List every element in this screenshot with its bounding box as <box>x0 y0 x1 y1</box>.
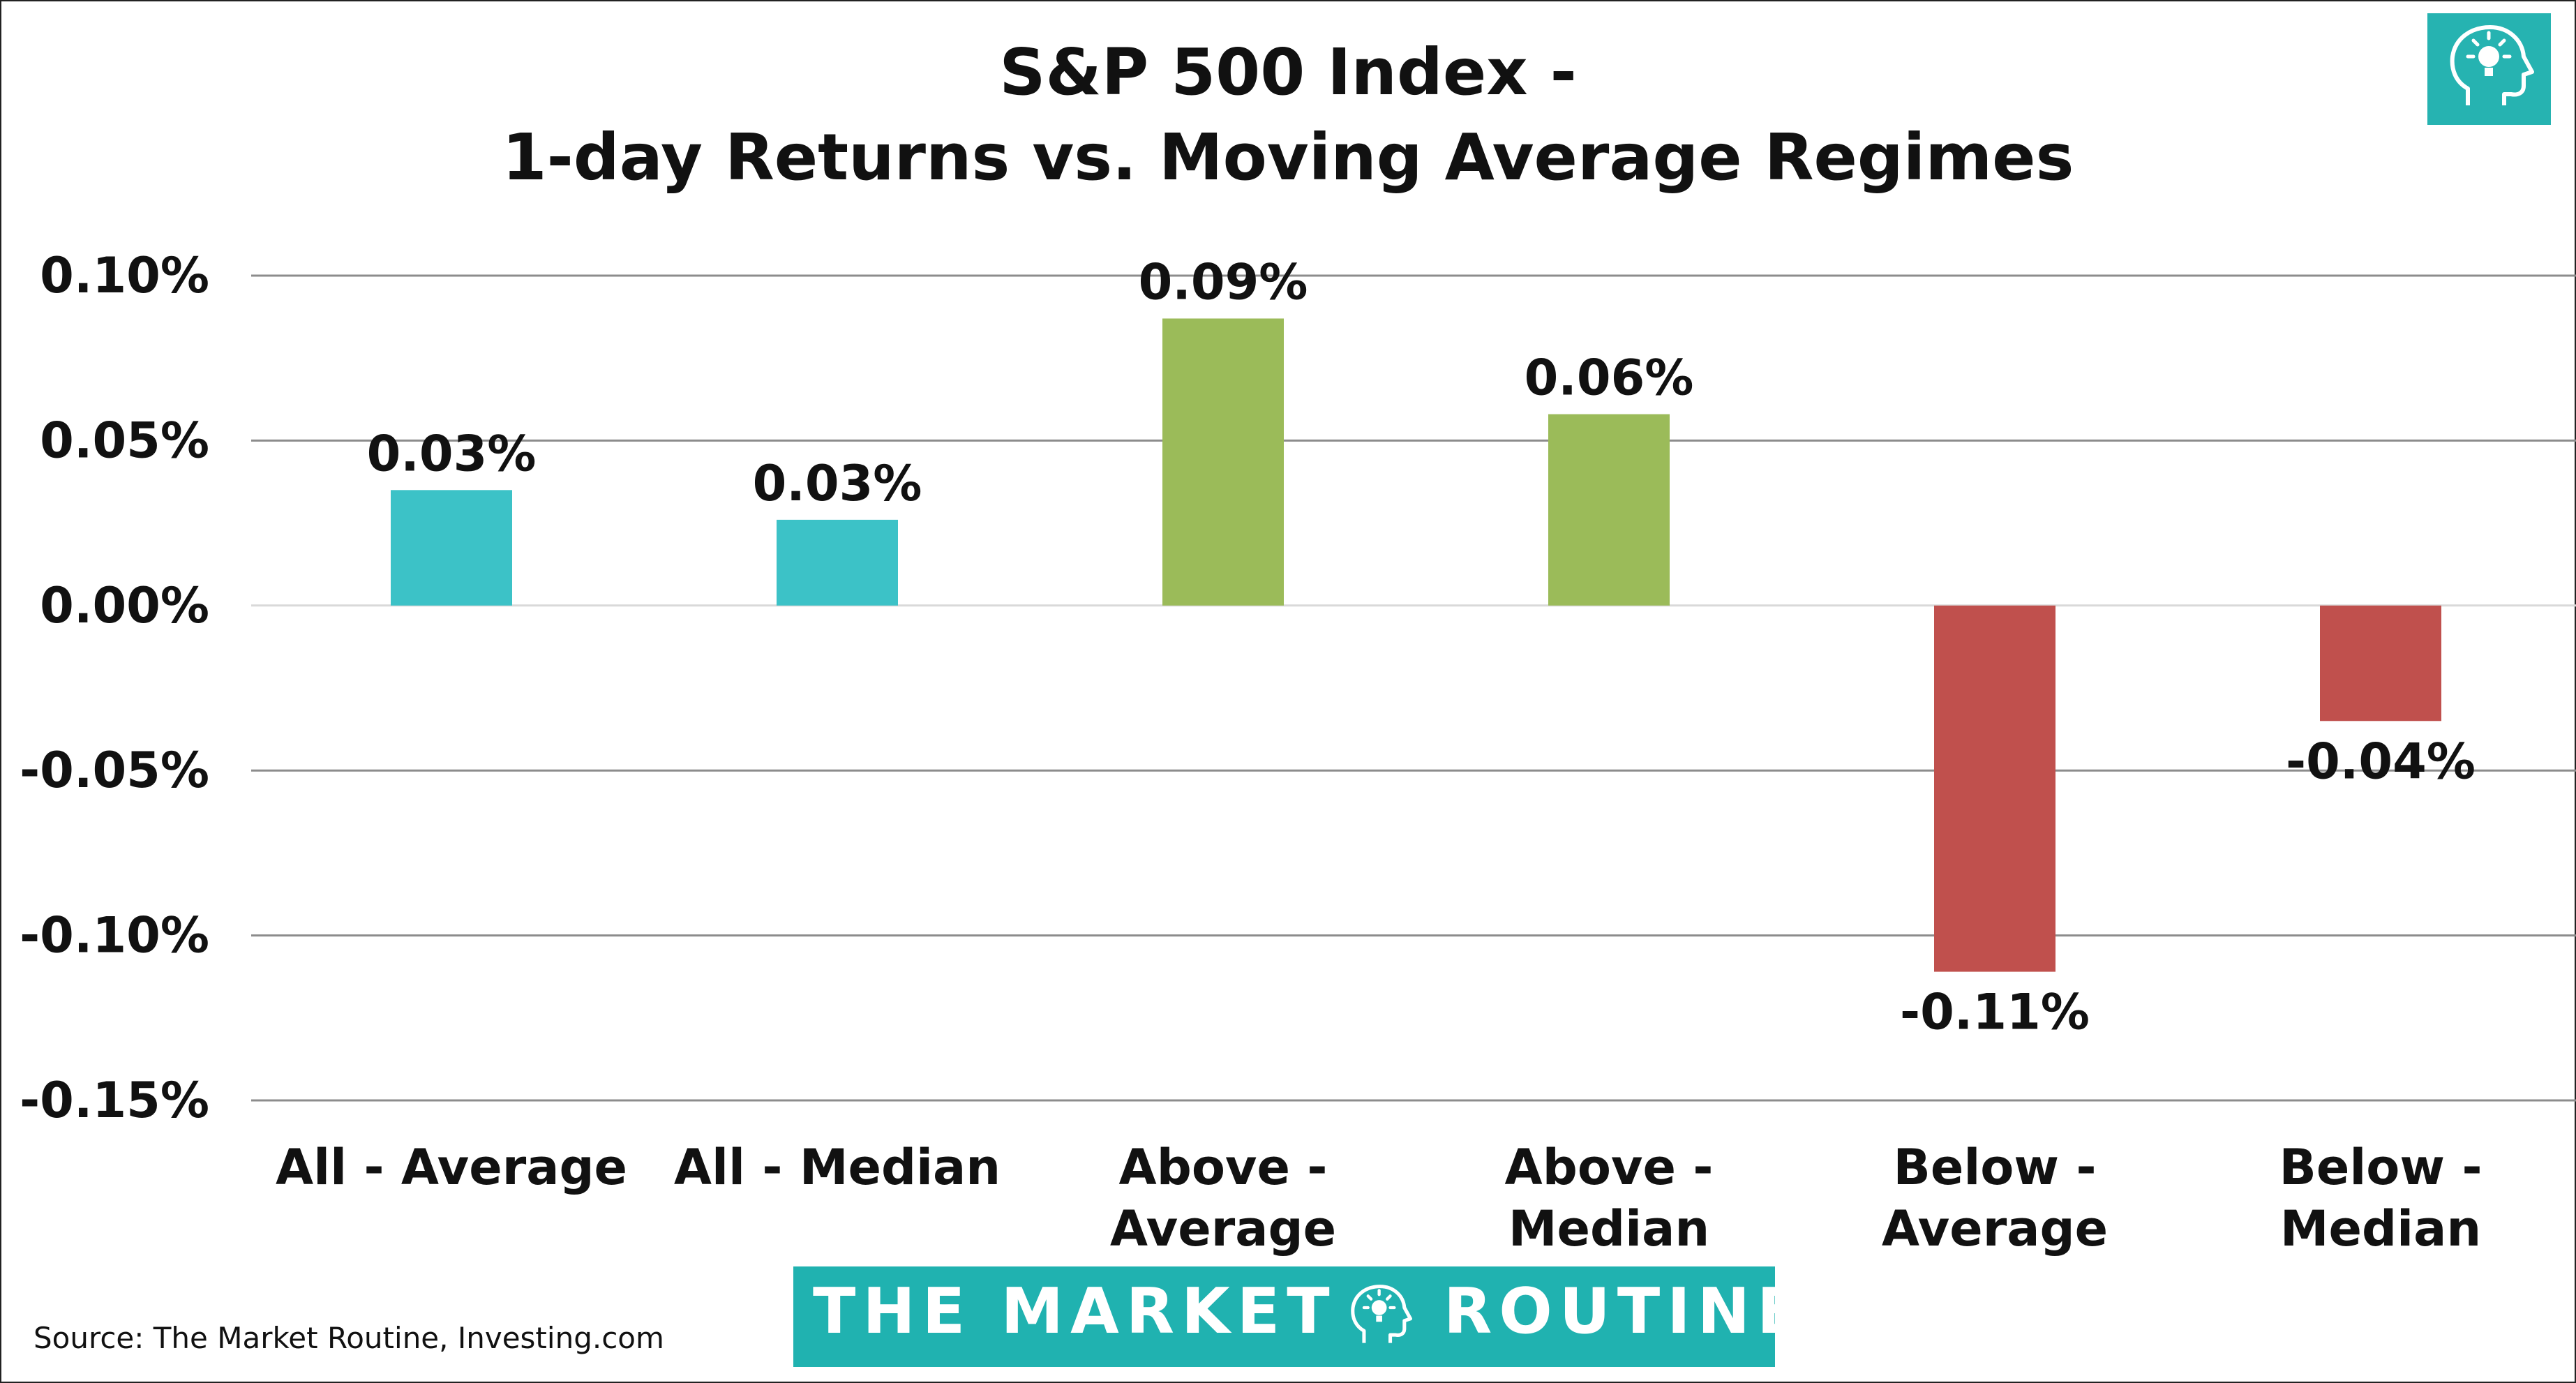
y-tick-label: -0.05% <box>20 742 209 799</box>
x-tick-label: Below - <box>2279 1139 2482 1196</box>
bar <box>777 519 898 606</box>
bar <box>2320 605 2441 722</box>
source-note: Source: The Market Routine, Investing.co… <box>33 1321 664 1355</box>
y-tick-label: -0.15% <box>20 1072 209 1129</box>
bar <box>1934 605 2055 972</box>
x-tick-label: Median <box>2280 1200 2481 1257</box>
x-tick-label: Average <box>1882 1200 2108 1257</box>
x-tick-label: Above - <box>1119 1139 1328 1196</box>
bar <box>1162 318 1284 606</box>
x-tick-label: All - Median <box>674 1139 1001 1196</box>
chart-title-line2: 1-day Returns vs. Moving Average Regimes <box>502 120 2074 195</box>
y-tick-label: -0.10% <box>20 907 209 964</box>
head-lightbulb-icon <box>1335 1272 1424 1361</box>
y-tick-label: 0.05% <box>40 412 209 469</box>
x-tick-label: Average <box>1110 1200 1336 1257</box>
brand-name-right: ROUTINE <box>1444 1275 1807 1348</box>
data-label: -0.04% <box>2286 733 2476 790</box>
x-tick-label: Median <box>1508 1200 1709 1257</box>
data-label: 0.06% <box>1525 350 1694 407</box>
data-label: 0.03% <box>753 455 922 512</box>
x-tick-label: Below - <box>1893 1139 2096 1196</box>
bar <box>1548 414 1670 606</box>
data-label: -0.11% <box>1900 984 2090 1041</box>
data-label: 0.09% <box>1139 253 1308 311</box>
data-label: 0.03% <box>367 425 537 482</box>
brand-banner: THE MARKET ROUTINE <box>793 1266 1800 1367</box>
chart-title-line1: S&P 500 Index - <box>999 35 1577 110</box>
brand-logo <box>2427 13 2551 125</box>
y-tick-label: 0.10% <box>40 247 209 304</box>
x-tick-label: All - Average <box>276 1139 627 1196</box>
brand-name-left: THE MARKET <box>813 1275 1337 1348</box>
y-tick-label: 0.00% <box>40 577 209 634</box>
x-tick-label: Above - <box>1505 1139 1714 1196</box>
bar <box>391 490 512 606</box>
head-lightbulb-icon <box>2450 25 2534 105</box>
